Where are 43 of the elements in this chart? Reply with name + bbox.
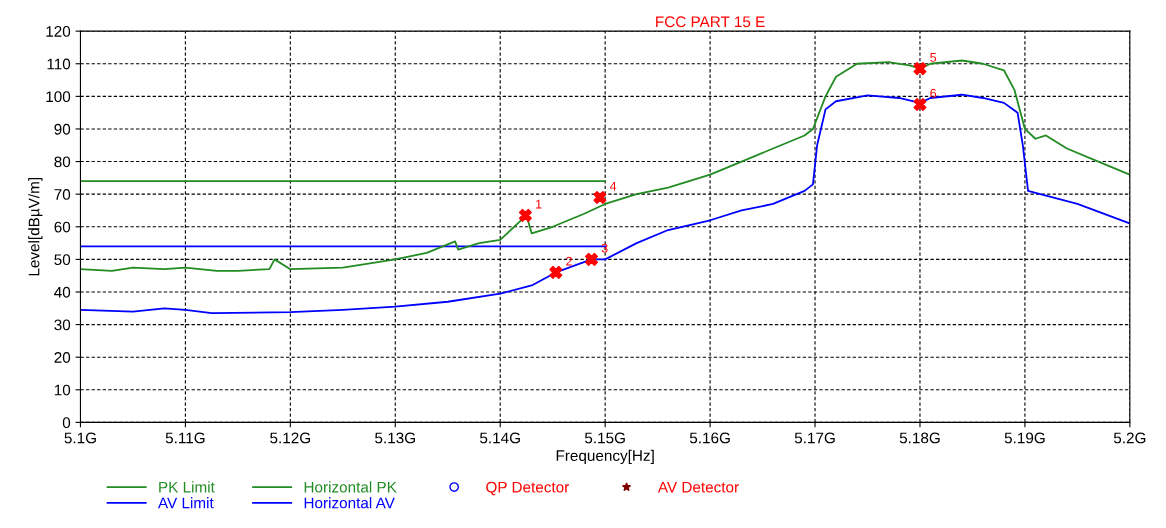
x-tick-label: 5.12G: [270, 432, 310, 444]
x-tick-label: 5.11G: [165, 432, 205, 444]
y-tick-label: 120: [46, 26, 71, 37]
point: [913, 62, 927, 76]
x-tick-label: 5.18G: [899, 432, 940, 444]
point: [593, 190, 607, 204]
y-tick-label: 50: [54, 254, 71, 266]
annotation: 5: [930, 53, 937, 62]
x-tick-label: 5.15G: [584, 432, 625, 444]
legend-label: Horizontal PK: [304, 481, 397, 493]
y-tick-label: 70: [54, 189, 71, 200]
annotation: 4: [609, 181, 617, 191]
x-axis-title: Frequency[Hz]: [556, 449, 654, 465]
x-tick-label: 5.19G: [1004, 432, 1045, 444]
x-tick-label: 5.16G: [689, 432, 730, 444]
chart-title: FCC PART 15 E: [656, 16, 765, 28]
y-tick-label: 30: [54, 319, 71, 331]
point: [518, 208, 532, 222]
y-tick-label: 10: [54, 384, 71, 396]
point: [549, 265, 563, 279]
y-tick-label: 90: [54, 123, 71, 135]
y-tick-label: 80: [54, 156, 71, 168]
y-axis-title: Level[dBµV/m]: [28, 178, 43, 276]
x-tick-label: 5.13G: [375, 432, 415, 444]
legend-label: QP Detector: [486, 481, 570, 496]
y-tick-label: 60: [54, 221, 71, 233]
y-tick-label: 20: [54, 352, 71, 363]
legend-label: Horizontal AV: [304, 497, 395, 509]
annotation: 1: [536, 199, 542, 209]
x-tick-label: 5.14G: [480, 432, 520, 444]
x-tick-label: 5.2G: [1113, 432, 1146, 444]
y-tick-label: 100: [46, 91, 71, 103]
y-tick-label: 110: [47, 58, 71, 70]
point: [585, 252, 599, 266]
y-tick-label: 40: [54, 286, 71, 298]
point: [913, 98, 927, 112]
legend-label: AV Detector: [657, 481, 739, 493]
y-tick-label: 0: [62, 417, 71, 429]
annotation: 6: [930, 88, 937, 98]
x-tick-label: 5.1G: [64, 432, 96, 444]
legend-label: AV Limit: [158, 497, 214, 509]
legend-label: PK Limit: [159, 481, 215, 493]
x-tick-label: 5.17G: [794, 432, 835, 444]
